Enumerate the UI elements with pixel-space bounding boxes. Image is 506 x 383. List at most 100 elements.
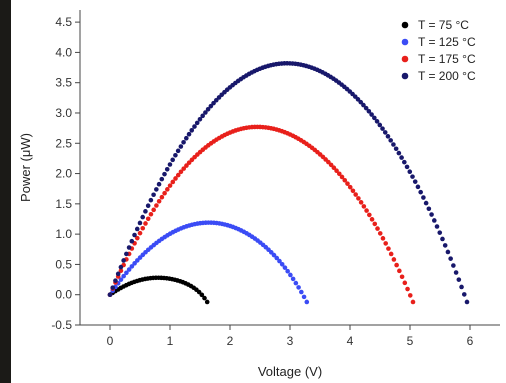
data-point	[279, 261, 285, 267]
data-point	[151, 192, 156, 198]
data-point	[137, 220, 143, 226]
data-point	[118, 277, 124, 282]
series-1	[107, 220, 310, 305]
data-point	[170, 179, 176, 185]
data-point	[135, 258, 140, 263]
legend-label: T = 125 °C	[418, 35, 476, 49]
data-point	[178, 169, 184, 175]
data-point	[445, 249, 451, 255]
data-point	[129, 264, 135, 269]
data-point	[140, 214, 146, 220]
data-point	[464, 299, 470, 305]
data-point	[386, 246, 391, 251]
data-point	[175, 148, 181, 154]
data-point	[442, 243, 448, 248]
data-point	[126, 267, 132, 272]
x-tick-label: 4	[347, 334, 354, 348]
axes: -0.5 0.0 0.5 1.0 1.5 2.0 2.5 3.0 3.5 4.0 4.5 0 1 2 3 4 5…	[51, 10, 500, 348]
data-point	[134, 235, 140, 241]
data-point	[208, 103, 214, 109]
data-point	[197, 117, 203, 122]
y-tick-label: 4.0	[55, 45, 72, 59]
data-point	[410, 299, 416, 305]
data-point	[407, 169, 413, 174]
data-point	[288, 272, 293, 278]
data-point	[453, 270, 459, 275]
data-point	[124, 270, 129, 276]
data-point	[167, 162, 173, 167]
y-tick-label: 1.5	[55, 197, 72, 211]
data-point	[388, 138, 393, 143]
data-point	[369, 112, 374, 117]
data-point	[271, 252, 277, 258]
data-point	[173, 152, 178, 158]
data-point	[115, 271, 121, 277]
data-point	[456, 277, 462, 282]
data-point	[423, 200, 429, 206]
data-point	[184, 135, 189, 141]
data-point	[356, 196, 361, 201]
legend-label: T = 175 °C	[418, 52, 476, 66]
data-point	[459, 284, 464, 290]
data-point	[377, 231, 383, 236]
data-point	[380, 236, 386, 241]
data-point	[402, 280, 408, 286]
data-point	[353, 192, 358, 197]
data-point	[124, 251, 129, 257]
data-point	[110, 285, 116, 290]
data-point	[203, 110, 208, 115]
data-point	[118, 264, 124, 270]
x-axis-title: Voltage (V)	[258, 364, 322, 379]
data-point	[132, 261, 137, 266]
data-point	[410, 174, 415, 179]
data-point	[418, 189, 423, 195]
series-layer	[107, 61, 470, 305]
data-point	[350, 188, 356, 194]
data-point	[126, 245, 132, 250]
data-point	[331, 165, 337, 171]
data-point	[396, 150, 402, 156]
data-point	[328, 162, 334, 168]
data-point	[205, 106, 211, 112]
x-tick-label: 5	[407, 334, 414, 348]
background-photo-strip	[0, 0, 11, 383]
data-point	[412, 179, 418, 184]
data-point	[339, 174, 345, 180]
data-point	[159, 194, 165, 200]
data-point	[393, 146, 399, 152]
data-point	[175, 172, 181, 178]
data-point	[143, 221, 148, 226]
data-point	[299, 289, 304, 295]
data-point	[156, 181, 162, 187]
data-point	[156, 198, 162, 204]
legend-marker	[401, 21, 409, 29]
data-point	[358, 200, 364, 205]
data-point	[361, 102, 366, 108]
data-point	[394, 262, 399, 268]
data-point	[202, 295, 207, 301]
data-point	[199, 292, 205, 298]
data-point	[301, 294, 307, 300]
data-point	[132, 232, 137, 238]
data-point	[148, 211, 154, 217]
data-point	[372, 221, 378, 227]
data-point	[137, 230, 143, 236]
y-tick-label: 2.5	[55, 136, 72, 150]
legend-marker	[401, 72, 409, 80]
data-point	[342, 177, 348, 183]
data-point	[285, 268, 290, 274]
data-point	[178, 144, 184, 149]
series-3	[107, 61, 470, 305]
data-point	[167, 183, 173, 188]
data-point	[426, 206, 432, 212]
data-point	[186, 131, 192, 137]
y-tick-label: 0.0	[55, 288, 72, 302]
data-point	[415, 184, 421, 190]
x-tick-label: 6	[467, 334, 474, 348]
data-point	[181, 140, 186, 145]
data-point	[372, 115, 377, 121]
data-point	[121, 273, 126, 279]
x-tick-label: 2	[227, 334, 234, 348]
